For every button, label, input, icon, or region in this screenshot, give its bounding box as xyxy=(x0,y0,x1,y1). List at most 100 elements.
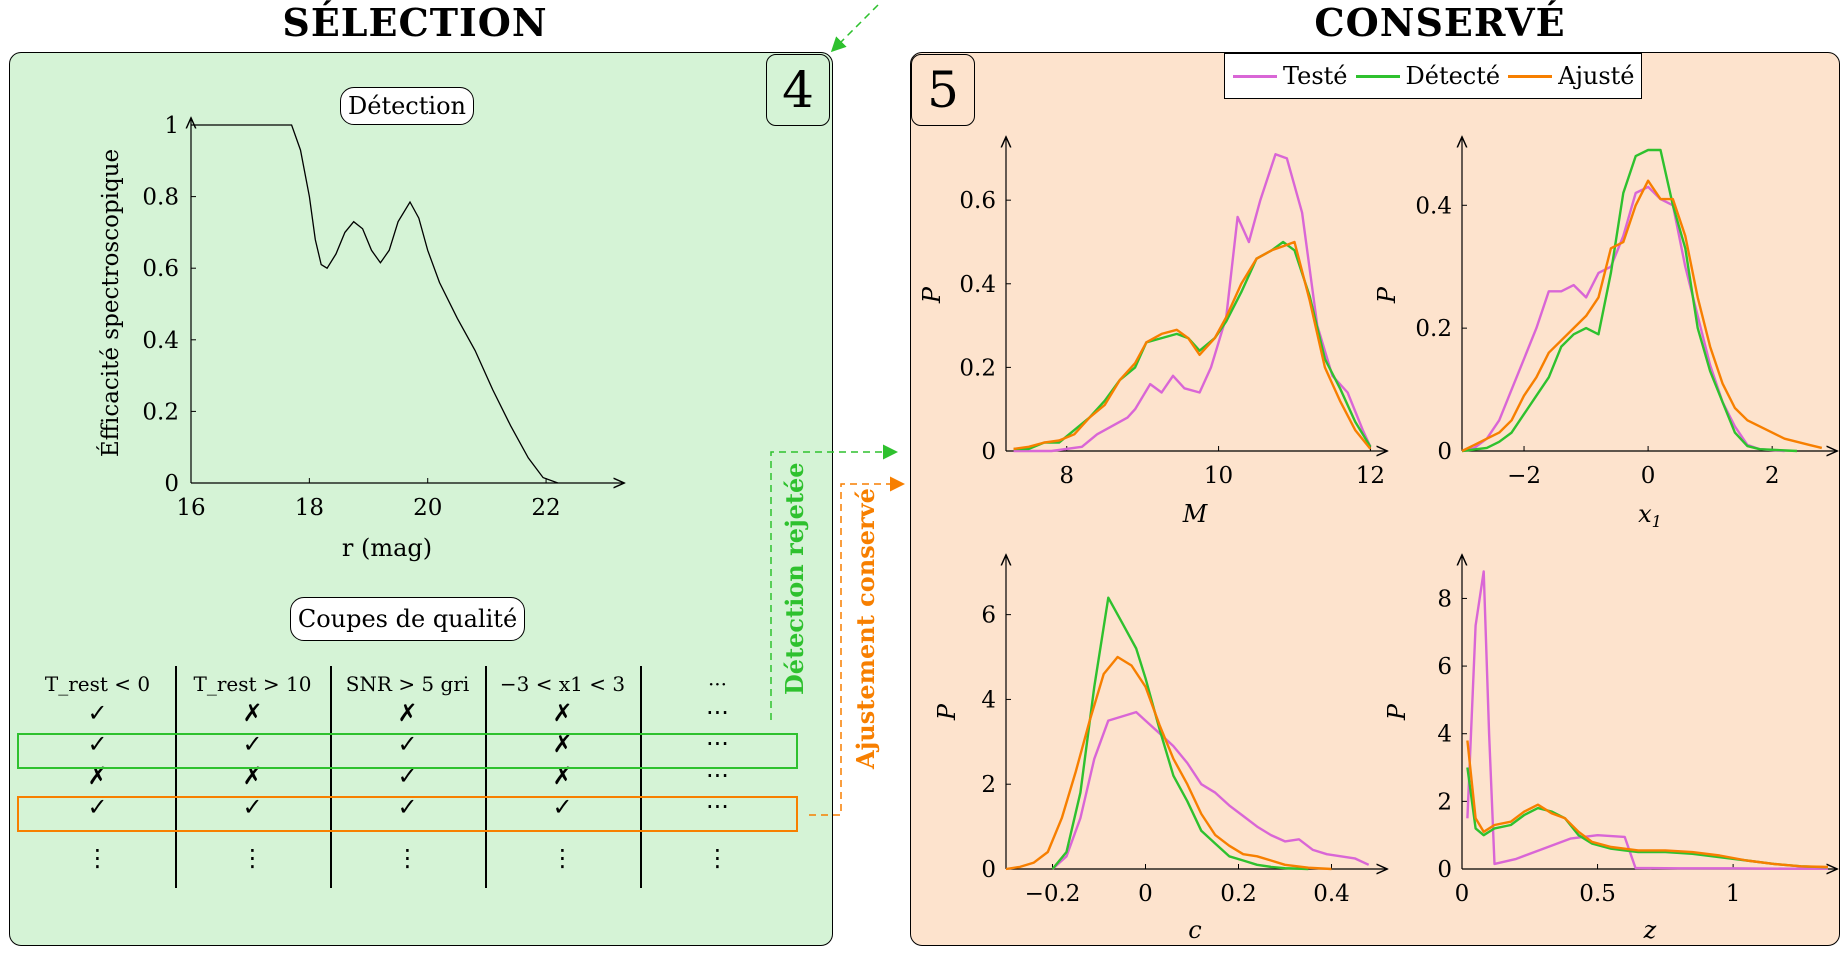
distribution-chart-M: 8 10 12 0 0.2 0.4 0.6 M P xyxy=(918,138,1386,528)
y-axis-label: P xyxy=(933,703,961,721)
x-tick-label: 0.4 xyxy=(1313,881,1350,907)
table-cell: ··· xyxy=(706,730,729,758)
table-header: T_rest > 10 xyxy=(193,672,312,696)
table-cell: ✗ xyxy=(242,699,263,727)
y-axis-label: P xyxy=(918,286,946,304)
x-tick-label: 10 xyxy=(1204,463,1233,489)
series-line-Testé xyxy=(1466,570,1828,870)
series-line-Testé xyxy=(1461,185,1785,453)
x-tick-label: 0.2 xyxy=(1220,881,1257,907)
x-tick-label: −0.2 xyxy=(1025,881,1081,907)
table-column-divider xyxy=(485,666,487,888)
eff-y-tick-label: 0.2 xyxy=(142,399,179,425)
distribution-chart-z: 0 0.5 1 0 2 4 6 8 z P xyxy=(1383,556,1836,944)
series-line-Détecté xyxy=(1461,148,1798,453)
x-tick-label: 1 xyxy=(1726,881,1741,907)
x-axis-label: x1 xyxy=(1638,500,1662,531)
table-cell: ⋮ xyxy=(705,844,730,872)
eff-y-tick-label: 0.4 xyxy=(142,328,179,354)
eff-y-tick-label: 0 xyxy=(164,471,179,497)
y-tick-label: 0.2 xyxy=(1415,316,1452,342)
y-tick-label: 0 xyxy=(1437,439,1452,465)
x-tick-label: 0 xyxy=(1138,881,1153,907)
legend-item-detecte: Détecté xyxy=(1355,62,1500,90)
table-cell: ✗ xyxy=(552,762,573,790)
eff-x-tick-label: 20 xyxy=(413,495,442,521)
table-cell: ··· xyxy=(706,699,729,727)
eff-x-tick-label: 16 xyxy=(176,495,205,521)
table-cell: ✗ xyxy=(552,699,573,727)
legend: Testé Détecté Ajusté xyxy=(1224,53,1642,99)
y-tick-label: 0.4 xyxy=(959,272,996,298)
legend-swatch-teste xyxy=(1233,74,1277,78)
legend-swatch-ajuste xyxy=(1508,74,1553,78)
conserve-panel xyxy=(910,52,1840,946)
detection-label: Détection xyxy=(340,87,474,125)
table-cell: ✓ xyxy=(397,762,418,790)
detection-rejected-arrow xyxy=(770,444,898,720)
eff-curve xyxy=(191,124,559,484)
series-line-Ajusté xyxy=(1466,740,1829,869)
x-tick-label: 8 xyxy=(1059,463,1074,489)
y-axis-label: P xyxy=(1383,703,1411,721)
eff-y-tick-label: 0.8 xyxy=(142,185,179,211)
quality-cuts-label: Coupes de qualité xyxy=(290,597,525,641)
legend-item-teste: Testé xyxy=(1233,62,1348,90)
series-line-Testé xyxy=(1051,710,1370,870)
eff-x-tick-label: 18 xyxy=(295,495,324,521)
series-line-Ajusté xyxy=(1013,240,1372,451)
x-tick-label: −2 xyxy=(1507,463,1541,489)
series-line-Détecté xyxy=(1051,596,1309,871)
table-cell: ··· xyxy=(706,762,729,790)
table-cell: ✓ xyxy=(87,699,108,727)
efficiency-chart: 16 18 20 22 0 0.2 0.4 0.6 0.8 1 r (mag) Éfficacité … xyxy=(97,113,840,562)
y-tick-label: 2 xyxy=(1437,789,1452,815)
y-tick-label: 2 xyxy=(981,772,996,798)
y-tick-label: 0.4 xyxy=(1415,193,1452,219)
detection-rejected-row-box xyxy=(17,733,798,769)
table-header: −3 < x1 < 3 xyxy=(499,672,626,696)
x-tick-label: 0.5 xyxy=(1579,881,1616,907)
y-tick-label: 6 xyxy=(1437,654,1452,680)
y-tick-label: 8 xyxy=(1437,586,1452,612)
table-column-divider xyxy=(175,666,177,888)
table-header: SNR > 5 gri xyxy=(345,672,470,696)
eff-x-label: r (mag) xyxy=(342,534,432,562)
eff-y-tick-label: 0.6 xyxy=(142,256,179,282)
legend-swatch-detecte xyxy=(1355,74,1400,78)
title-conserve: CONSERVÉ xyxy=(1314,0,1566,45)
series-line-Ajusté xyxy=(1461,179,1823,453)
table-column-divider xyxy=(640,666,642,888)
table-column-divider xyxy=(330,666,332,888)
eff-x-tick-label: 22 xyxy=(531,495,560,521)
series-line-Ajusté xyxy=(1005,655,1332,871)
table-cell: ✓ xyxy=(397,793,418,821)
table-cell: ⋮ xyxy=(550,844,575,872)
fit-kept-arrow xyxy=(809,476,905,816)
x-axis-label: M xyxy=(1182,500,1209,528)
eff-y-tick-label: 1 xyxy=(164,113,179,139)
series-line-Testé xyxy=(1013,153,1372,453)
table-cell: ✓ xyxy=(87,730,108,758)
table-cell: ··· xyxy=(706,793,729,821)
legend-item-ajuste: Ajusté xyxy=(1508,62,1635,90)
table-cell: ✓ xyxy=(242,793,263,821)
distribution-chart-c: −0.2 0 0.2 0.4 0 2 4 6 c P xyxy=(933,556,1386,944)
y-tick-label: 0 xyxy=(981,857,996,883)
fit-kept-row-box xyxy=(17,796,798,832)
x-axis-label: c xyxy=(1188,916,1201,944)
x-tick-label: 0 xyxy=(1455,881,1470,907)
y-tick-label: 4 xyxy=(1437,722,1452,748)
table-cell: ✗ xyxy=(397,699,418,727)
table-cell: ✗ xyxy=(552,730,573,758)
distribution-chart-x1: −2 0 2 0 0.2 0.4 x1 P xyxy=(1373,138,1836,531)
table-cell: ✓ xyxy=(242,730,263,758)
x-tick-label: 0 xyxy=(1641,463,1656,489)
x-axis-label: z xyxy=(1643,916,1657,944)
table-cell: ✗ xyxy=(242,762,263,790)
x-tick-label: 12 xyxy=(1356,463,1385,489)
series-line-Détecté xyxy=(1466,767,1829,869)
table-cell: ⋮ xyxy=(395,844,420,872)
